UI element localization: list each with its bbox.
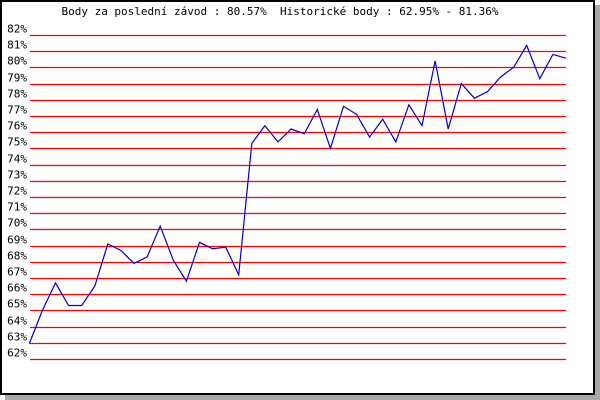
y-tick-label: 75% bbox=[7, 136, 27, 149]
y-tick-label: 79% bbox=[7, 72, 27, 85]
y-tick-label: 62% bbox=[7, 347, 27, 360]
chart-title: Body za poslední závod : 80.57% Historic… bbox=[61, 5, 499, 18]
y-tick-label: 63% bbox=[7, 331, 27, 344]
y-tick-label: 81% bbox=[7, 39, 27, 52]
series-line bbox=[28, 44, 567, 344]
y-tick-label: 66% bbox=[7, 282, 27, 295]
y-tick-label: 77% bbox=[7, 104, 27, 117]
y-tick-label: 70% bbox=[7, 217, 27, 230]
y-tick-label: 67% bbox=[7, 266, 27, 279]
y-tick-label: 64% bbox=[7, 315, 27, 328]
y-tick-label: 71% bbox=[7, 201, 27, 214]
y-tick-label: 65% bbox=[7, 298, 27, 311]
y-tick-label: 73% bbox=[7, 169, 27, 182]
y-tick-label: 76% bbox=[7, 120, 27, 133]
y-tick-label: 78% bbox=[7, 88, 27, 101]
y-tick-label: 72% bbox=[7, 185, 27, 198]
y-tick-label: 82% bbox=[7, 23, 27, 36]
y-tick-label: 80% bbox=[7, 55, 27, 68]
y-tick-label: 68% bbox=[7, 250, 27, 263]
y-tick-label: 69% bbox=[7, 234, 27, 247]
y-tick-label: 74% bbox=[7, 153, 27, 166]
